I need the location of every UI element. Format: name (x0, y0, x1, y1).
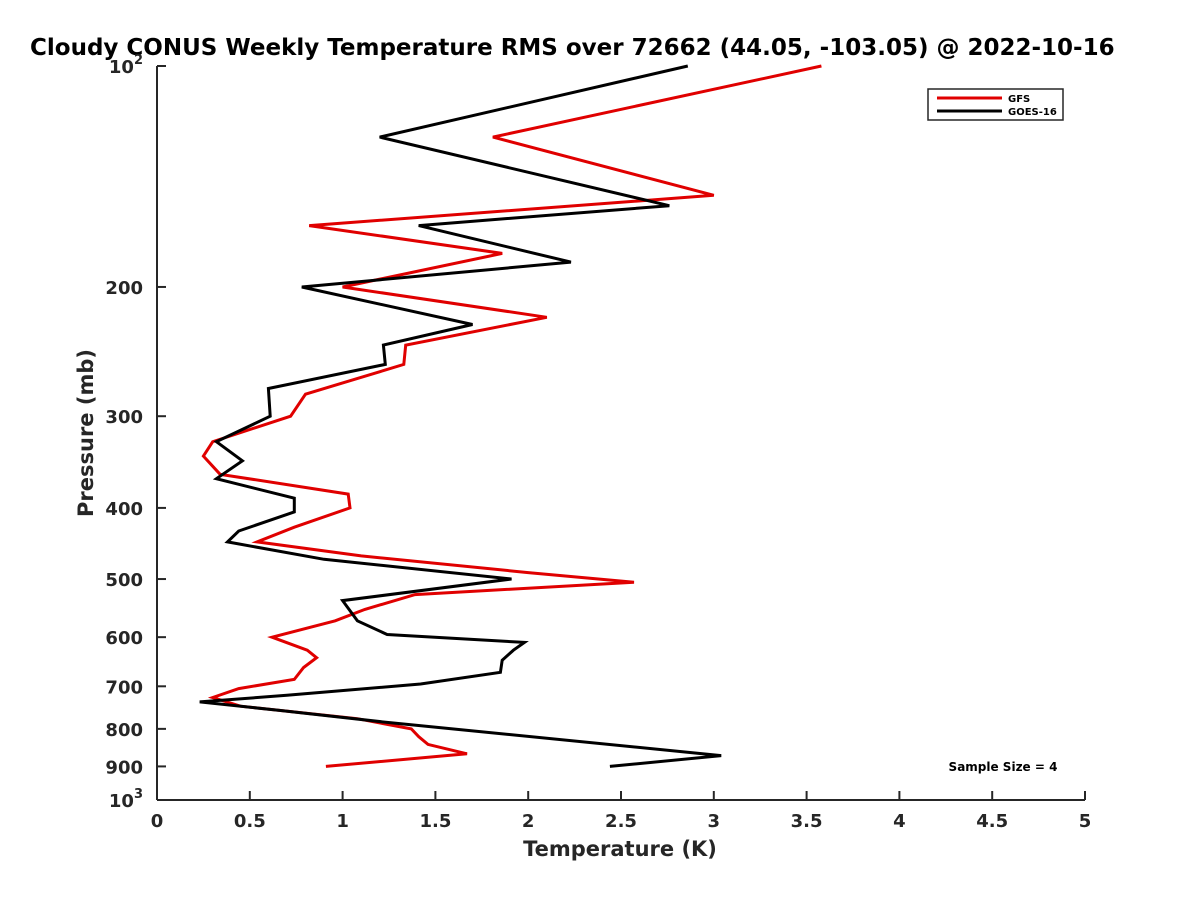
x-tick-label: 0.5 (234, 811, 266, 832)
legend: GFS GOES-16 (927, 88, 1064, 121)
y-tick-label: 600 (105, 628, 143, 649)
legend-label: GOES-16 (1008, 107, 1057, 118)
series-layer (199, 64, 822, 768)
legend-label: GFS (1008, 94, 1030, 105)
chart-title: Cloudy CONUS Weekly Temperature RMS over… (30, 35, 1115, 61)
y-tick-label: 200 (105, 278, 143, 299)
y-tick-label: 300 (105, 407, 143, 428)
x-tick-label: 0 (151, 811, 164, 832)
sample-size-annotation: Sample Size = 4 (949, 760, 1058, 774)
x-tick-label: 1 (336, 811, 349, 832)
y-tick-label: 102 (109, 53, 143, 78)
y-tick-label: 800 (105, 720, 143, 741)
series-line-goes-16 (199, 64, 722, 768)
axes-layer: 0 0.5 1 1.5 2 2.5 3 3.5 4 4.5 5 102 200 300 400 500 600 7… (105, 53, 1091, 832)
x-tick-label: 2 (522, 811, 535, 832)
y-tick-label: 900 (105, 757, 143, 778)
x-tick-label: 3 (708, 811, 721, 832)
series-line-gfs (201, 64, 822, 768)
x-tick-label: 2.5 (605, 811, 637, 832)
x-tick-label: 5 (1079, 811, 1092, 832)
y-tick-label: 400 (105, 499, 143, 520)
legend-box (927, 88, 1064, 121)
x-tick-label: 1.5 (419, 811, 451, 832)
x-tick-label: 4.5 (976, 811, 1008, 832)
y-tick-label: 500 (105, 570, 143, 591)
y-tick-label: 103 (109, 787, 143, 812)
y-axis-title: Pressure (mb) (74, 349, 98, 517)
x-axis-title: Temperature (K) (523, 837, 717, 861)
x-tick-label: 4 (893, 811, 906, 832)
x-tick-label: 3.5 (791, 811, 823, 832)
y-tick-label: 700 (105, 677, 143, 698)
